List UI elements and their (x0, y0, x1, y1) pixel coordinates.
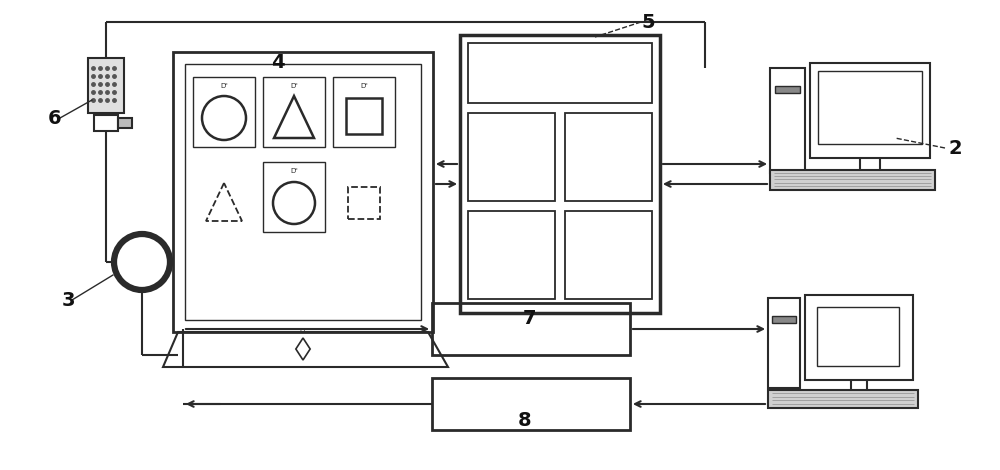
Bar (460, 35, 660, 313)
Bar (768, 298, 800, 388)
Text: 6: 6 (48, 109, 62, 127)
Text: Dᶜ: Dᶜ (299, 328, 307, 334)
Bar (805, 295, 913, 380)
Bar (817, 307, 899, 366)
Circle shape (114, 234, 170, 290)
Bar (348, 187, 380, 219)
Bar (94, 115, 118, 131)
Text: 5: 5 (641, 13, 655, 31)
Text: 2: 2 (948, 139, 962, 157)
Bar (88, 58, 124, 113)
Text: 4: 4 (271, 53, 285, 71)
Text: Dᶜ: Dᶜ (290, 168, 298, 174)
Bar (468, 211, 555, 299)
Bar (432, 303, 630, 355)
Bar (263, 162, 325, 232)
Bar (768, 390, 918, 408)
Text: 8: 8 (518, 410, 532, 430)
Bar (263, 77, 325, 147)
Bar (770, 170, 935, 190)
Bar (775, 86, 800, 93)
Bar (468, 43, 652, 103)
Circle shape (124, 244, 160, 280)
Text: 7: 7 (523, 308, 537, 328)
Bar (173, 52, 433, 332)
Bar (468, 113, 555, 201)
Bar (346, 98, 382, 134)
Text: 3: 3 (61, 290, 75, 310)
Bar (770, 68, 805, 173)
Bar (772, 316, 796, 323)
Bar (818, 71, 922, 144)
Bar (193, 77, 255, 147)
Bar (185, 64, 421, 320)
Bar (810, 63, 930, 158)
Bar (118, 118, 132, 128)
Text: Dᶜ: Dᶜ (290, 83, 298, 89)
Bar (432, 378, 630, 430)
Bar (565, 113, 652, 201)
Text: Dᶜ: Dᶜ (220, 83, 228, 89)
Bar (565, 211, 652, 299)
Bar (333, 77, 395, 147)
Text: Dᶜ: Dᶜ (360, 83, 368, 89)
